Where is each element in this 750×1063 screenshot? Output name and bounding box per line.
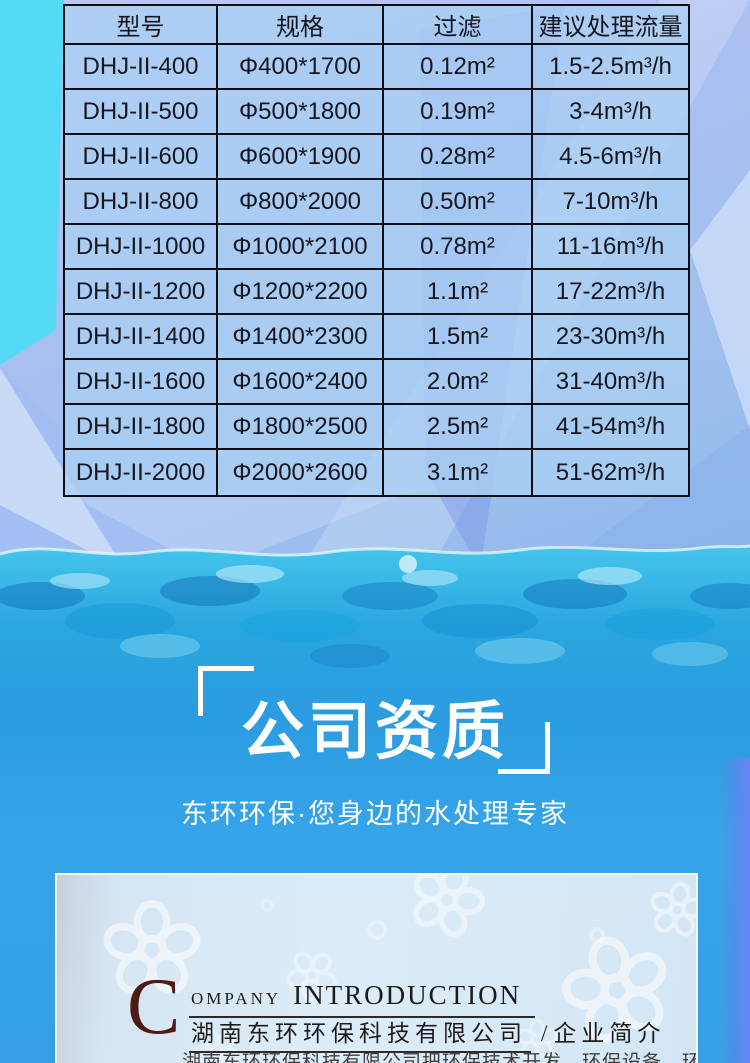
company-initial: C [127, 963, 181, 1051]
table-cell-spec: Φ400*1700 [218, 45, 384, 90]
table-cell-filter: 0.12m² [384, 45, 533, 90]
table-cell-model: DHJ-II-800 [65, 180, 218, 225]
table-cell-spec: Φ1200*2200 [218, 270, 384, 315]
table-cell-spec: Φ600*1900 [218, 135, 384, 180]
table-cell-flow: 3-4m³/h [533, 90, 688, 135]
table-cell-spec: Φ1400*2300 [218, 315, 384, 360]
table-cell-model: DHJ-II-1800 [65, 405, 218, 450]
separator-slash: / [541, 1021, 548, 1046]
table-cell-spec: Φ500*1800 [218, 90, 384, 135]
table-header-cell: 建议处理流量 [533, 6, 688, 45]
table-cell-spec: Φ800*2000 [218, 180, 384, 225]
table-cell-spec: Φ1800*2500 [218, 405, 384, 450]
flower-pattern [57, 875, 698, 1063]
company-intro-heading: OMPANY INTRODUCTION [189, 980, 536, 1018]
table-cell-model: DHJ-II-1200 [65, 270, 218, 315]
company-name: 湖南东环环保科技有限公司 [189, 1021, 531, 1053]
table-cell-filter: 1.1m² [384, 270, 533, 315]
table-cell-spec: Φ1000*2100 [218, 225, 384, 270]
table-cell-model: DHJ-II-2000 [65, 450, 218, 495]
company-word: OMPANY [191, 989, 282, 1008]
table-cell-flow: 51-62m³/h [555, 458, 666, 486]
table-cell-flow: 17-22m³/h [533, 270, 688, 315]
water-texture [0, 555, 750, 668]
poly-triangle [0, 0, 64, 365]
table-cell-flow: 11-16m³/h [533, 225, 688, 270]
table-cell-flow: 4.5-6m³/h [533, 135, 688, 180]
company-name-line: 湖南东环环保科技有限公司 / 企业简介 [189, 1014, 666, 1053]
company-card: C OMPANY INTRODUCTION 湖南东环环保科技有限公司 / 企业简介 湖… [55, 873, 698, 1063]
table-cell-flow: 41-54m³/h [533, 405, 688, 450]
table-cell-filter: 0.78m² [384, 225, 533, 270]
table-cell-model: DHJ-II-500 [65, 90, 218, 135]
table-cell-filter: 0.28m² [384, 135, 533, 180]
table-cell-flow: 7-10m³/h [533, 180, 688, 225]
table-cell-filter: 3.1m² [384, 450, 533, 495]
table-cell-model: DHJ-II-1000 [65, 225, 218, 270]
table-cell-filter: 2.5m² [384, 405, 533, 450]
company-paragraph: 湖南东环环保科技有限公司把环保技术开发、环保设备、环境运维专业 [182, 1052, 696, 1063]
table-cell-spec: Φ2000*2600 [218, 450, 384, 495]
table-cell-model: DHJ-II-400 [65, 45, 218, 90]
company-section-label: 企业简介 [553, 1021, 666, 1046]
right-edge-band [720, 758, 750, 1063]
table-header-cell: 型号 [65, 6, 218, 45]
table-cell-filter: 2.0m² [384, 360, 533, 405]
table-cell-flow: 1.5-2.5m³/h [533, 45, 688, 90]
table-cell-filter: 0.50m² [384, 180, 533, 225]
table-cell-spec: Φ1600*2400 [218, 360, 384, 405]
table-cell-flow: 23-30m³/h [533, 315, 688, 360]
water-graphic [0, 544, 750, 726]
table-cell-filter: 0.19m² [384, 90, 533, 135]
spec-table: 型号 规格 过滤 建议处理流量 DHJ-II-400 Φ400*1700 0.1… [63, 4, 690, 497]
section-title: 公司资质 [241, 697, 509, 767]
corner-bracket-top-left [198, 666, 254, 716]
corner-bracket-bottom-right [498, 722, 550, 774]
table-cell-filter: 1.5m² [384, 315, 533, 360]
table-cell-model: DHJ-II-1600 [65, 360, 218, 405]
table-cell-model: DHJ-II-600 [65, 135, 218, 180]
table-cell-flow: 31-40m³/h [533, 360, 688, 405]
table-cell-model: DHJ-II-1400 [65, 315, 218, 360]
table-header-cell: 规格 [218, 6, 384, 45]
introduction-word: INTRODUCTION [293, 980, 522, 1010]
table-header-cell: 过滤 [384, 6, 533, 45]
section-subtitle: 东环环保·您身边的水处理专家 [181, 799, 569, 829]
